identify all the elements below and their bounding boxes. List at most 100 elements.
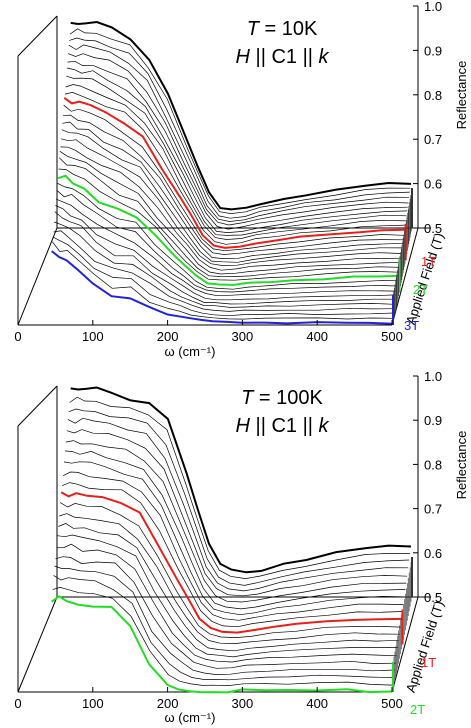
x-tick-label: 400: [306, 329, 328, 344]
y-tick-label: 0.7: [424, 502, 442, 517]
field-colorbar: [392, 557, 413, 692]
reflectance-curve: [63, 104, 405, 252]
reflectance-curve: [54, 221, 395, 308]
y-tick-label: 0.8: [424, 457, 442, 472]
reflectance-curve: [69, 37, 410, 219]
y-tick-label: 0.9: [424, 43, 442, 58]
highlight-curve: [60, 491, 402, 634]
highlight-curve: [51, 595, 393, 694]
x-tick-label: 200: [157, 329, 179, 344]
highlight-curve: [57, 174, 399, 286]
left-top-edge: [17, 15, 58, 57]
reflectance-curve: [55, 198, 397, 297]
reflectance-curve: [65, 440, 407, 603]
reflectance-curve: [68, 408, 410, 586]
waterfall-curves: [51, 386, 412, 694]
reflectance-curve: [54, 211, 396, 305]
reflectance-curve: [56, 543, 397, 663]
field-axis-line: [391, 596, 419, 693]
y-tick-label: 0.7: [424, 132, 442, 147]
reflectance-curve: [58, 523, 399, 652]
reflectance-curve: [63, 114, 404, 255]
left-top-edge: [17, 385, 58, 427]
x-tick-label: 300: [232, 329, 254, 344]
reflectance-curve: [69, 396, 411, 579]
reflectance-curve: [56, 189, 398, 293]
title-field-direction: H || C1 || k: [235, 415, 329, 437]
reflectance-curve: [61, 482, 403, 628]
highlight-curve: [70, 386, 412, 574]
waterfall-curves: [51, 20, 412, 325]
reflectance-curve: [55, 205, 396, 301]
reflectance-curve: [60, 146, 401, 271]
reflectance-curve: [64, 450, 406, 610]
highlight-curve: [51, 250, 393, 325]
axes-frame: [17, 376, 431, 693]
title-field-direction: H || C1 || k: [235, 46, 329, 68]
reflectance-curve: [67, 53, 409, 226]
reflectance-curve: [52, 241, 393, 320]
y-axis-ticks: 0.5 0.6 0.7 0.8 0.9 1.0: [413, 0, 442, 236]
highlight-curve: [63, 96, 405, 249]
y-tick-label: 0.8: [424, 88, 442, 103]
x-tick-label: 300: [232, 696, 254, 711]
x-tick-label: 100: [82, 696, 104, 711]
reflectance-curve: [59, 157, 400, 277]
x-tick-label: 500: [381, 329, 403, 344]
reflectance-curve: [64, 92, 406, 245]
y-tick-label: 0.6: [424, 177, 442, 192]
x-tick-label: 500: [381, 696, 403, 711]
x-axis-ticks: 0 100 200 300 400 500: [14, 320, 403, 344]
x-axis-label: ω (cm⁻¹): [165, 344, 216, 359]
field-labels: 1T 2T 3T: [404, 254, 436, 333]
z-axis-label: Applied Field (T): [403, 599, 447, 694]
chart-panel-100k: 0 100 200 300 400 500 0.5 0.6 0.7 0.8 0.9 1.0 ω (c…: [14, 369, 469, 725]
y-axis-label: Reflectance: [454, 61, 469, 130]
left-floor-edge: [17, 227, 58, 326]
y-tick-label: 0.6: [424, 546, 442, 561]
reflectance-curve: [53, 230, 394, 312]
y-axis-label: Reflectance: [454, 431, 469, 500]
reflectance-curve: [60, 502, 401, 638]
field-label-1T: 1T: [421, 655, 436, 670]
field-label-2T: 2T: [410, 702, 425, 717]
y-tick-label: 1.0: [424, 0, 442, 14]
reflectance-curve: [66, 429, 408, 597]
reflectance-curve: [66, 75, 407, 236]
y-tick-label: 0.5: [424, 221, 442, 236]
reflectance-curve: [61, 129, 403, 263]
reflectance-curve: [61, 138, 402, 266]
field-label-2T: 2T: [413, 282, 428, 297]
chart-panel-10k: 0 100 200 300 400 500 0.5 0.6 0.7 0.8 0.9 1.0 ω (c…: [14, 0, 469, 359]
reflectance-curve: [66, 67, 408, 233]
reflectance-curve: [54, 565, 395, 675]
reflectance-curve: [62, 121, 403, 259]
reflectance-curve: [59, 151, 401, 275]
x-tick-label: 0: [14, 329, 21, 344]
x-tick-label: 200: [157, 696, 179, 711]
reflectance-curve: [68, 44, 410, 222]
reflectance-curve: [58, 168, 400, 281]
field-colorbar: [392, 188, 413, 325]
reflectance-curve: [62, 471, 404, 621]
y-axis-ticks: 0.5 0.6 0.7 0.8 0.9 1.0: [413, 369, 442, 605]
reflectance-curve: [52, 587, 393, 686]
reflectance-curve: [57, 534, 398, 658]
y-tick-label: 1.0: [424, 369, 442, 384]
y-tick-label: 0.5: [424, 590, 442, 605]
reflectance-curve: [55, 556, 396, 669]
reflectance-curve: [63, 461, 405, 616]
highlight-curve: [70, 20, 412, 211]
field-label-3T: 3T: [404, 318, 419, 333]
x-axis-label: ω (cm⁻¹): [165, 710, 216, 725]
field-labels: 1T 2T: [410, 655, 436, 717]
field-label-1T: 1T: [421, 254, 436, 269]
x-tick-label: 0: [14, 696, 21, 711]
title-temperature: T = 10K: [247, 18, 318, 40]
reflectance-curve: [67, 417, 409, 592]
z-axis-label: Applied Field (T): [403, 231, 447, 326]
x-tick-label: 100: [82, 329, 104, 344]
reflectance-curve: [67, 60, 408, 230]
reflectance-curve: [59, 513, 400, 644]
